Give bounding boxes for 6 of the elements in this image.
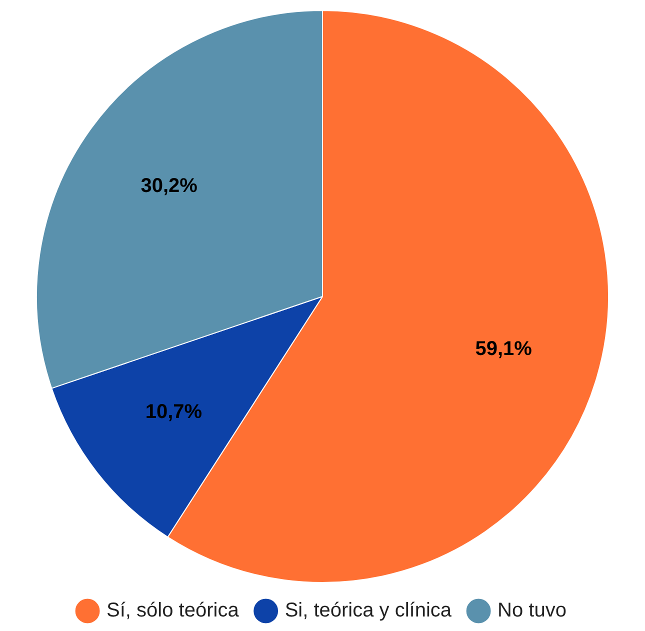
data-label: 10,7% [145,401,202,424]
data-label: 59,1% [475,338,532,360]
data-label: 30,2% [140,175,198,198]
legend-label: Sí, sólo teórica [106,600,240,622]
legend-label: Si, teórica y clínica [284,600,452,622]
legend-label: No tuvo [498,600,566,622]
